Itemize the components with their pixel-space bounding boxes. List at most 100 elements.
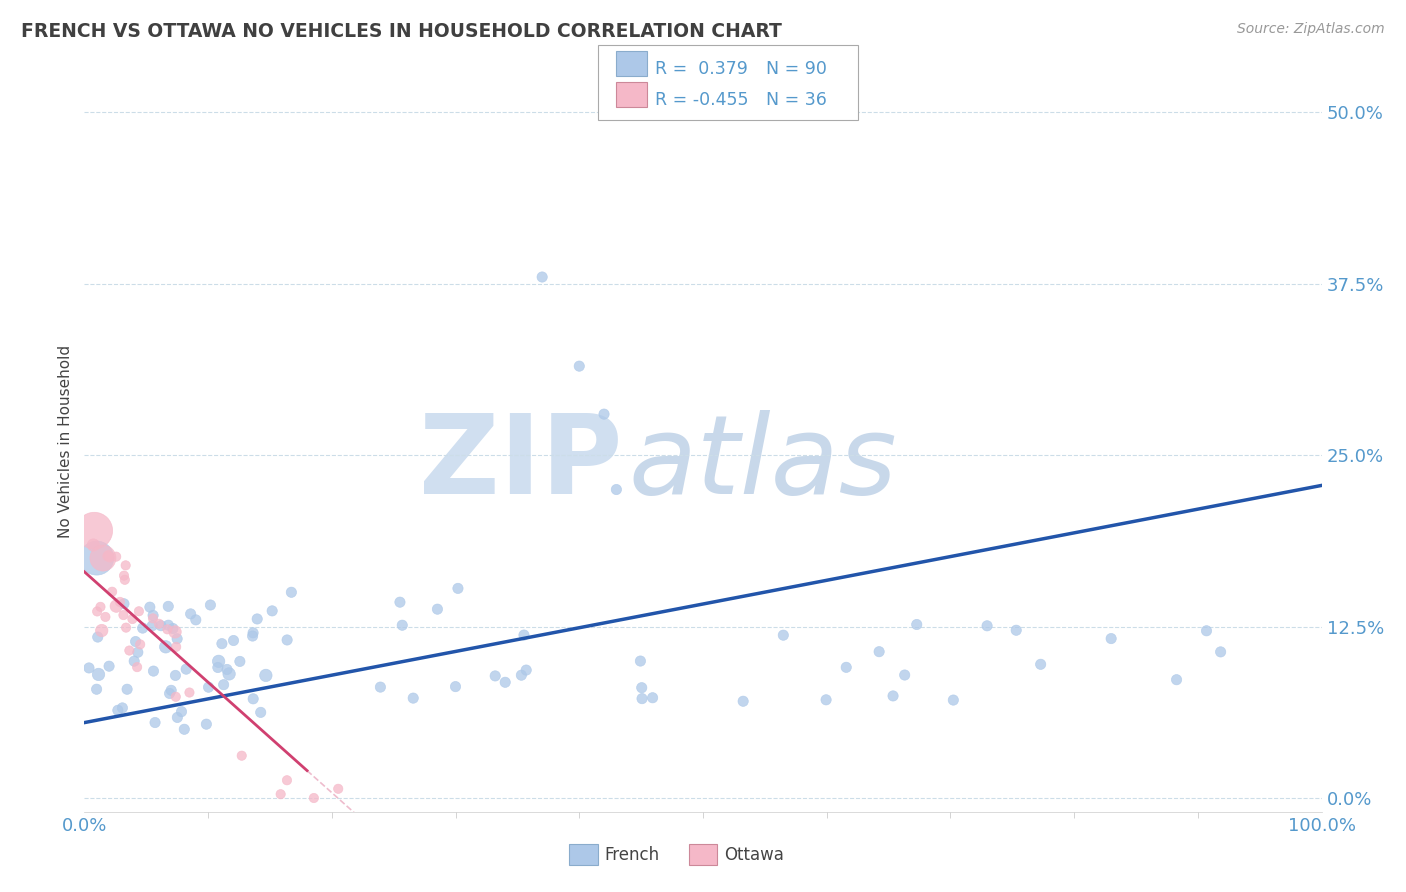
Point xyxy=(165,640,187,654)
Point xyxy=(218,667,240,681)
Point xyxy=(107,703,129,717)
Point xyxy=(165,668,187,682)
Point xyxy=(631,691,654,706)
Point xyxy=(276,773,298,788)
Point xyxy=(531,270,554,285)
Point xyxy=(87,667,110,681)
Point xyxy=(391,618,413,632)
Point xyxy=(89,599,111,614)
Point xyxy=(835,660,858,674)
Point xyxy=(131,621,153,635)
Point xyxy=(165,624,187,639)
Point xyxy=(115,621,138,635)
Point xyxy=(276,632,298,647)
Point xyxy=(882,689,904,703)
Point xyxy=(402,691,425,706)
Point xyxy=(772,628,794,642)
Text: FRENCH VS OTTAWA NO VEHICLES IN HOUSEHOLD CORRELATION CHART: FRENCH VS OTTAWA NO VEHICLES IN HOUSEHOL… xyxy=(21,22,782,41)
Point xyxy=(630,681,652,695)
Point xyxy=(139,600,162,615)
Point xyxy=(184,613,207,627)
Point xyxy=(444,680,467,694)
Text: R = -0.455: R = -0.455 xyxy=(655,91,749,109)
Point xyxy=(262,604,284,618)
Point xyxy=(86,682,108,697)
Point xyxy=(242,691,264,706)
Point xyxy=(174,662,197,676)
Point xyxy=(207,654,229,668)
Point xyxy=(170,705,193,719)
Point xyxy=(173,723,195,737)
Point xyxy=(112,608,135,623)
Point xyxy=(86,551,108,566)
Point xyxy=(242,625,264,640)
Point xyxy=(388,595,411,609)
Point xyxy=(868,645,890,659)
Point xyxy=(105,599,128,614)
Text: N = 90: N = 90 xyxy=(766,60,827,78)
Point xyxy=(179,685,201,699)
Point xyxy=(98,659,121,673)
Text: Ottawa: Ottawa xyxy=(724,846,785,863)
Point xyxy=(976,619,998,633)
Point xyxy=(231,748,253,763)
Text: French: French xyxy=(605,846,659,863)
Text: N = 36: N = 36 xyxy=(766,91,827,109)
Point xyxy=(222,633,245,648)
Point xyxy=(118,643,141,657)
Point xyxy=(733,694,755,708)
Point xyxy=(142,611,165,625)
Point xyxy=(212,678,235,692)
Point xyxy=(815,693,838,707)
Point xyxy=(87,630,110,644)
Point xyxy=(568,359,591,373)
Point xyxy=(893,668,915,682)
Point xyxy=(94,610,117,624)
Point xyxy=(165,690,187,704)
Point xyxy=(942,693,965,707)
Point xyxy=(141,618,163,632)
Point xyxy=(1005,624,1028,638)
Point xyxy=(195,717,218,731)
Point xyxy=(77,661,100,675)
Point xyxy=(242,629,264,643)
Point xyxy=(150,618,173,632)
Point xyxy=(157,599,180,614)
Point xyxy=(215,663,238,677)
Point xyxy=(142,608,165,623)
Point xyxy=(148,616,170,631)
Point xyxy=(162,622,184,636)
Point xyxy=(115,682,138,697)
Point xyxy=(143,715,166,730)
Point xyxy=(112,597,135,611)
Point xyxy=(494,675,516,690)
Point xyxy=(1209,645,1232,659)
Point xyxy=(111,701,134,715)
Point xyxy=(593,407,616,421)
Point xyxy=(302,791,325,805)
Point xyxy=(155,640,177,654)
Point xyxy=(97,548,120,562)
Point xyxy=(128,604,150,618)
Point xyxy=(1195,624,1218,638)
Point xyxy=(280,585,302,599)
Point xyxy=(328,781,350,796)
Text: Source: ZipAtlas.com: Source: ZipAtlas.com xyxy=(1237,22,1385,37)
Point xyxy=(905,617,928,632)
Point xyxy=(159,686,181,700)
Point xyxy=(160,683,183,698)
Point xyxy=(270,787,292,801)
Point xyxy=(108,595,131,609)
Point xyxy=(510,668,533,682)
Point xyxy=(122,654,145,668)
Point xyxy=(166,632,188,646)
Point xyxy=(91,551,114,566)
Point xyxy=(1099,632,1122,646)
Point xyxy=(127,660,149,674)
Point xyxy=(83,524,105,538)
Point xyxy=(513,628,536,642)
Point xyxy=(370,680,392,694)
Point xyxy=(129,637,152,651)
Point xyxy=(628,654,651,668)
Point xyxy=(426,602,449,616)
